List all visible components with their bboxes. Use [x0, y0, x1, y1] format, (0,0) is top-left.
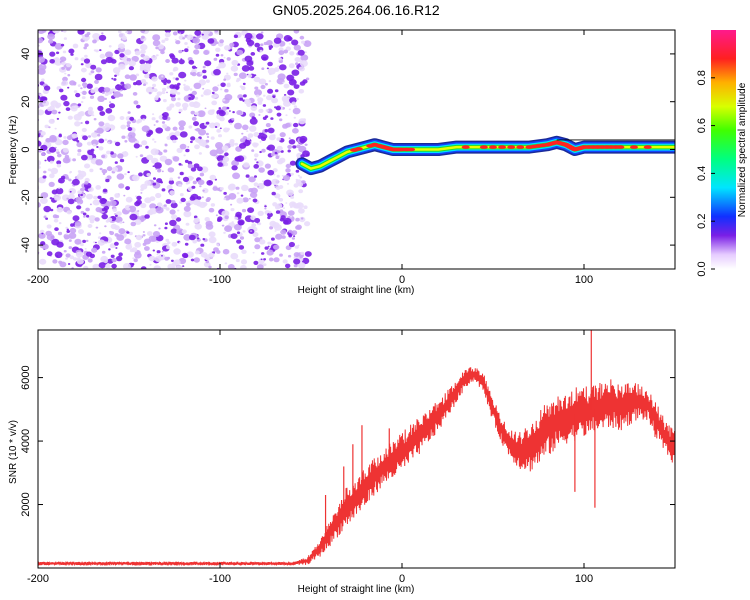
- colorbar-tick-label: 0.6: [696, 118, 708, 133]
- x-tick-label: -200: [27, 274, 49, 286]
- x-tick-label: -100: [209, 573, 231, 585]
- x-tick-label: 100: [575, 274, 593, 286]
- colorbar-gradient: [711, 30, 736, 269]
- y-tick-label: 40: [20, 48, 32, 60]
- snr-y-label: SNR (10 * v/v): [8, 420, 19, 484]
- x-tick-label: 0: [399, 573, 405, 585]
- x-tick-label: -200: [27, 573, 49, 585]
- colorbar-tick-label: 0.4: [696, 166, 708, 181]
- track-peak: [643, 145, 652, 149]
- y-tick-label: 0: [20, 146, 32, 152]
- snr-plot-area: [38, 330, 675, 567]
- signal-track: [295, 135, 675, 176]
- snr-spikes: [324, 330, 596, 540]
- track-peak: [354, 147, 363, 151]
- colorbar-tick-label: 0.2: [696, 214, 708, 229]
- chart-title: GN05.2025.264.06.16.R12: [272, 2, 440, 18]
- track-peak: [516, 145, 525, 149]
- y-tick-label: 6000: [20, 365, 32, 389]
- spectrogram-x-axis: -200 -100 0 100: [27, 30, 593, 286]
- track-peak: [498, 145, 507, 149]
- colorbar: 0.0 0.2 0.4 0.6 0.8 Normalized spectral ampl…: [696, 30, 748, 277]
- y-tick-label: -20: [20, 189, 32, 205]
- track-peak: [630, 145, 638, 149]
- snr-series-line: [38, 367, 675, 567]
- colorbar-tick-label: 0.0: [696, 261, 708, 276]
- colorbar-ticks: 0.0 0.2 0.4 0.6 0.8: [696, 70, 715, 277]
- x-tick-label: 0: [399, 274, 405, 286]
- track-peak: [461, 145, 470, 149]
- track-peak: [507, 145, 516, 149]
- colorbar-tick-label: 0.8: [696, 70, 708, 85]
- spectrogram-plot-area: [38, 30, 675, 269]
- colorbar-label: Normalized spectral amplitude: [737, 82, 748, 217]
- snr-frame: [37, 329, 676, 569]
- y-tick-label: 2000: [20, 492, 32, 516]
- snr-panel: -200 -100 0 100 2000 4000 6000 Height of stra…: [8, 329, 676, 595]
- spectrogram-y-axis: -40 -20 0 20 40: [20, 48, 675, 253]
- track-peak: [616, 145, 625, 149]
- x-tick-label: -100: [209, 274, 231, 286]
- snr-x-label: Height of straight line (km): [298, 584, 415, 595]
- spectrogram-y-label: Frequency (Hz): [8, 116, 19, 185]
- y-tick-label: -40: [20, 237, 32, 253]
- track-peak: [489, 145, 497, 149]
- y-tick-label: 20: [20, 96, 32, 108]
- track-peak: [479, 145, 488, 149]
- x-tick-label: 100: [575, 573, 593, 585]
- snr-y-axis: 2000 4000 6000: [20, 365, 675, 517]
- snr-x-axis: -200 -100 0 100: [27, 330, 593, 585]
- y-tick-label: 4000: [20, 429, 32, 453]
- spectrogram-x-label: Height of straight line (km): [298, 285, 415, 296]
- track-peak: [407, 147, 416, 152]
- noise-speckle: [38, 30, 312, 269]
